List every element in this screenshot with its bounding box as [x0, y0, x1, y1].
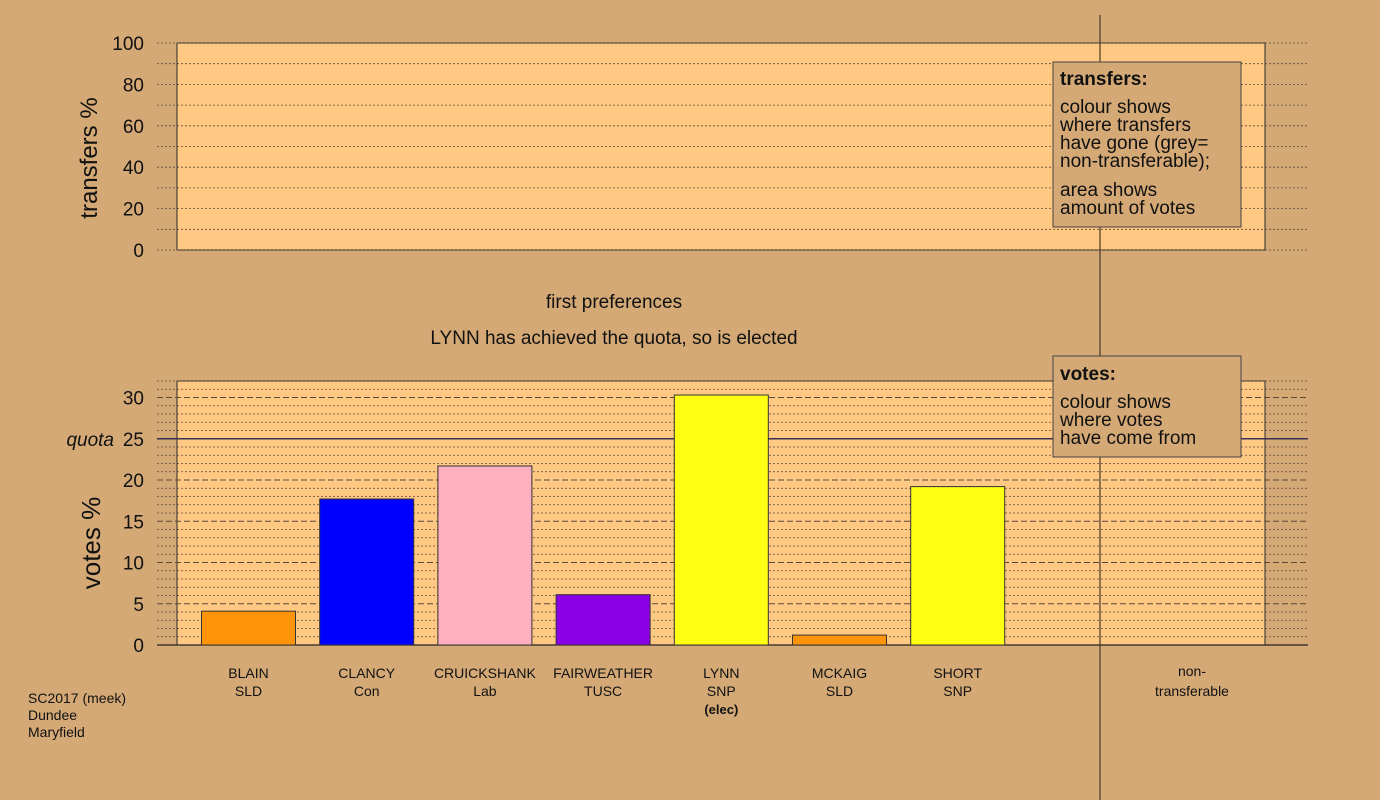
y-tick-label: 0 [133, 241, 144, 262]
bar-blain [201, 610, 296, 646]
candidate-name-label: MCKAIG [812, 665, 867, 681]
bar-cruickshank [437, 465, 533, 646]
y-tick-label: 10 [123, 554, 144, 575]
y-tick-label: 80 [123, 75, 144, 96]
votes-legend-line: have come from [1060, 428, 1196, 449]
transfers-legend-heading: transfers: [1060, 69, 1148, 90]
y-tick-label: 40 [123, 158, 144, 179]
candidate-name-label: CRUICKSHANK [434, 665, 537, 681]
bar-clancy [319, 498, 415, 646]
y-tick-label: 5 [133, 595, 144, 616]
y-tick-label: 20 [123, 471, 144, 492]
votes-y-ticks: quota 0 5 10 15 20 25 30 [66, 389, 144, 658]
source-footer: SC2017 (meek) Dundee Maryfield [28, 690, 126, 740]
y-tick-label: 100 [112, 34, 144, 55]
footer-line: Dundee [28, 707, 77, 723]
transfers-legend: transfers: colour shows where transfers … [1052, 61, 1242, 228]
y-tick-label: 30 [123, 389, 144, 410]
votes-legend-line: colour shows [1060, 392, 1171, 413]
y-tick-label: 15 [123, 512, 144, 533]
elected-note: (elec) [704, 702, 738, 717]
candidate-name-label: LYNN [703, 665, 739, 681]
transfers-legend-line: amount of votes [1060, 198, 1195, 219]
bar-fairweather [555, 594, 651, 646]
chart-subtitle: first preferences [546, 292, 682, 313]
transfers-y-ticks: 0 20 40 60 80 100 [112, 34, 144, 262]
quota-label: quota [66, 430, 114, 451]
y-tick-label: 0 [133, 636, 144, 657]
transfers-legend-line: non-transferable); [1060, 151, 1210, 172]
votes-legend-heading: votes: [1060, 364, 1116, 385]
footer-line: SC2017 (meek) [28, 690, 126, 706]
votes-bars [201, 394, 1006, 646]
non-transferable-label-line2: transferable [1155, 683, 1229, 699]
y-tick-label: 25 [123, 430, 144, 451]
bar-lynn [673, 394, 769, 646]
footer-line: Maryfield [28, 724, 85, 740]
transfers-legend-line: area shows [1060, 180, 1157, 201]
candidate-name-label: BLAIN [228, 665, 268, 681]
bar-mckaig [792, 634, 887, 646]
non-transferable-label-line1: non- [1178, 663, 1206, 679]
candidate-party-label: SLD [826, 683, 853, 699]
chart-title: LYNN has achieved the quota, so is elect… [430, 328, 797, 349]
candidate-labels: BLAIN SLD CLANCY Con CRUICKSHANK Lab FAIRWEATH… [228, 665, 982, 717]
bar-short [910, 486, 1006, 646]
transfers-legend-line: colour shows [1060, 97, 1171, 118]
candidate-party-label: Lab [473, 683, 497, 699]
candidate-party-label: SNP [707, 683, 736, 699]
candidate-name-label: CLANCY [338, 665, 395, 681]
y-tick-label: 60 [123, 117, 144, 138]
votes-legend-box [1052, 355, 1242, 458]
transfers-y-axis-label: transfers % [76, 97, 103, 218]
y-tick-label: 20 [123, 200, 144, 221]
transfers-legend-box [1052, 61, 1242, 228]
votes-y-axis-label: votes % [76, 497, 106, 590]
votes-legend: votes: colour shows where votes have com… [1052, 355, 1242, 458]
candidate-name-label: SHORT [933, 665, 982, 681]
candidate-party-label: Con [354, 683, 380, 699]
candidate-party-label: TUSC [584, 683, 622, 699]
transfers-legend-line: have gone (grey= [1060, 133, 1208, 154]
candidate-name-label: FAIRWEATHER [553, 665, 653, 681]
candidate-party-label: SNP [943, 683, 972, 699]
transfers-legend-line: where transfers [1059, 115, 1191, 136]
candidate-party-label: SLD [235, 683, 262, 699]
votes-legend-line: where votes [1059, 410, 1162, 431]
